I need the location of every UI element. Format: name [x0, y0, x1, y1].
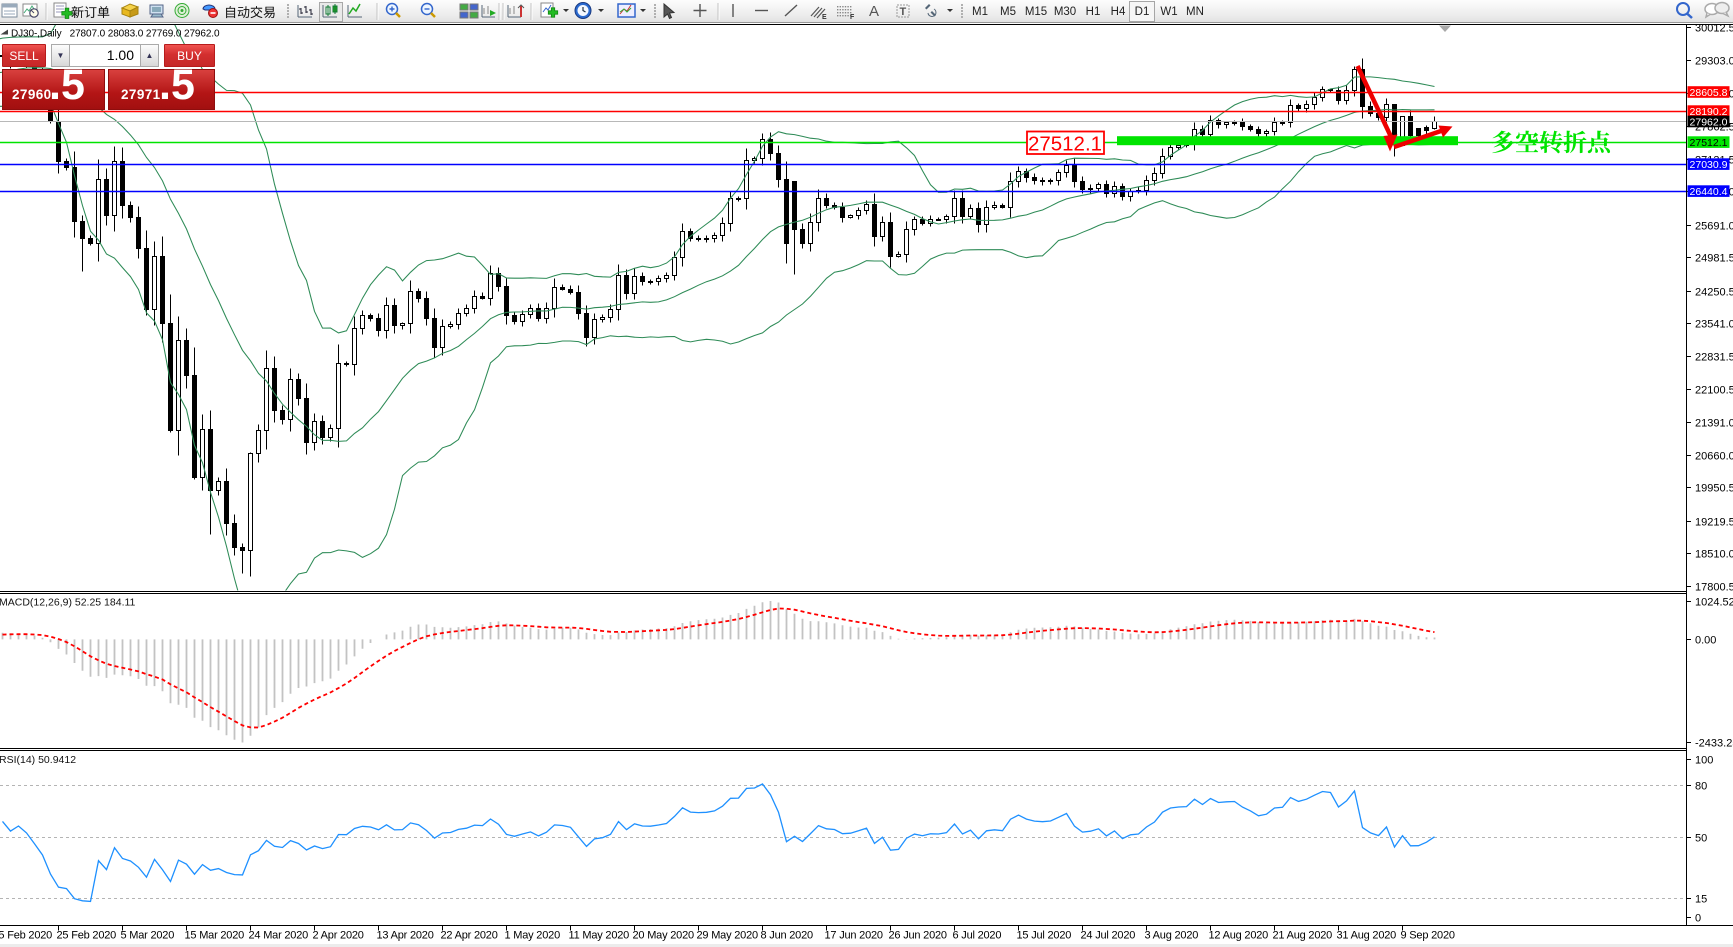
svg-text:8 Jun 2020: 8 Jun 2020 — [761, 930, 814, 942]
svg-text:18510.0: 18510.0 — [1695, 549, 1733, 561]
svg-text:9 Sep 2020: 9 Sep 2020 — [1401, 930, 1455, 942]
svg-text:MN: MN — [1186, 6, 1204, 18]
svg-text:W1: W1 — [1160, 6, 1177, 18]
svg-text:25 Feb 2020: 25 Feb 2020 — [57, 930, 117, 942]
svg-text:F: F — [850, 14, 855, 21]
svg-text:-2433.25: -2433.25 — [1695, 738, 1733, 750]
svg-text:20 May 2020: 20 May 2020 — [633, 930, 694, 942]
svg-text:22 Apr 2020: 22 Apr 2020 — [441, 930, 498, 942]
svg-text:27962.0: 27962.0 — [1690, 116, 1728, 128]
svg-text:20660.0: 20660.0 — [1695, 451, 1733, 463]
svg-text:26440.4: 26440.4 — [1690, 186, 1728, 198]
svg-text:17 Jun 2020: 17 Jun 2020 — [825, 930, 883, 942]
svg-text:0.00: 0.00 — [1695, 635, 1716, 647]
svg-text:2 Apr 2020: 2 Apr 2020 — [313, 930, 364, 942]
svg-text:25691.0: 25691.0 — [1695, 221, 1733, 233]
svg-text:29 May 2020: 29 May 2020 — [697, 930, 758, 942]
svg-text:0: 0 — [1695, 913, 1701, 925]
svg-text:1 May 2020: 1 May 2020 — [505, 930, 561, 942]
svg-text:15: 15 — [1695, 894, 1707, 906]
svg-text:50: 50 — [1695, 833, 1707, 845]
svg-text:15 Jul 2020: 15 Jul 2020 — [1017, 930, 1072, 942]
svg-text:28605.8: 28605.8 — [1690, 87, 1728, 99]
svg-text:H4: H4 — [1111, 6, 1126, 18]
svg-text:15 Mar 2020: 15 Mar 2020 — [185, 930, 245, 942]
svg-text:13 Apr 2020: 13 Apr 2020 — [377, 930, 434, 942]
svg-text:5 Mar 2020: 5 Mar 2020 — [121, 930, 175, 942]
svg-text:30012.5: 30012.5 — [1695, 23, 1733, 35]
svg-text:19950.5: 19950.5 — [1695, 483, 1733, 495]
svg-text:100: 100 — [1695, 755, 1713, 767]
svg-text:15 Feb 2020: 15 Feb 2020 — [0, 930, 52, 942]
svg-text:M5: M5 — [1000, 6, 1016, 18]
svg-text:21391.0: 21391.0 — [1695, 418, 1733, 430]
svg-text:24250.5: 24250.5 — [1695, 287, 1733, 299]
svg-text:23541.0: 23541.0 — [1695, 319, 1733, 331]
svg-text:24 Mar 2020: 24 Mar 2020 — [249, 930, 309, 942]
svg-text:A: A — [869, 3, 879, 20]
svg-text:19219.5: 19219.5 — [1695, 517, 1733, 529]
svg-text:80: 80 — [1695, 781, 1707, 793]
svg-text:M15: M15 — [1025, 6, 1047, 18]
svg-text:31 Aug 2020: 31 Aug 2020 — [1337, 930, 1397, 942]
svg-text:M1: M1 — [972, 6, 988, 18]
svg-text:26 Jun 2020: 26 Jun 2020 — [889, 930, 947, 942]
svg-text:11 May 2020: 11 May 2020 — [569, 930, 630, 942]
svg-text:24981.5: 24981.5 — [1695, 253, 1733, 265]
svg-text:RSI(14) 50.9412: RSI(14) 50.9412 — [0, 754, 76, 766]
svg-text:17800.5: 17800.5 — [1695, 582, 1733, 594]
svg-text:27512.1: 27512.1 — [1690, 137, 1728, 149]
svg-text:22100.5: 22100.5 — [1695, 385, 1733, 397]
svg-text:MACD(12,26,9) 52.25 184.11: MACD(12,26,9) 52.25 184.11 — [0, 597, 136, 609]
svg-text:29303.0: 29303.0 — [1695, 56, 1733, 68]
svg-text:27030.9: 27030.9 — [1690, 159, 1728, 171]
svg-text:27512.1: 27512.1 — [1028, 133, 1102, 156]
svg-text:3 Aug 2020: 3 Aug 2020 — [1145, 930, 1199, 942]
svg-text:28190.2: 28190.2 — [1690, 106, 1728, 118]
svg-text:22831.5: 22831.5 — [1695, 352, 1733, 364]
svg-text:21 Aug 2020: 21 Aug 2020 — [1273, 930, 1333, 942]
svg-text:12 Aug 2020: 12 Aug 2020 — [1209, 930, 1269, 942]
svg-text:D1: D1 — [1135, 6, 1150, 18]
svg-text:6 Jul 2020: 6 Jul 2020 — [953, 930, 1002, 942]
svg-text:T: T — [900, 6, 907, 18]
svg-text:E: E — [822, 14, 827, 21]
svg-text:DJ30-,Daily 27807.0 28083.0: DJ30-,Daily 27807.0 28083.0 27769.0 2796… — [11, 29, 220, 40]
svg-text:H1: H1 — [1086, 6, 1101, 18]
svg-text:1024.52: 1024.52 — [1695, 597, 1733, 609]
svg-text:24 Jul 2020: 24 Jul 2020 — [1081, 930, 1136, 942]
svg-text:M30: M30 — [1054, 6, 1076, 18]
